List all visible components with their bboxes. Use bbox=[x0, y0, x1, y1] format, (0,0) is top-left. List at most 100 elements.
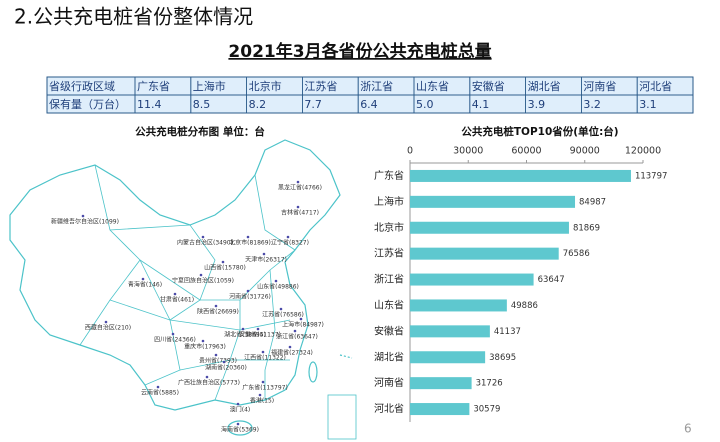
x-tick-label: 30000 bbox=[453, 146, 483, 157]
title: 2021年3月各省份公共充电桩总量 bbox=[228, 41, 491, 62]
map-label: 吉林省(4717) bbox=[281, 209, 319, 217]
map-dot bbox=[236, 422, 240, 426]
map-label: 广西壮族自治区(5773) bbox=[178, 379, 240, 387]
map-label: 重庆市(17963) bbox=[184, 343, 226, 351]
bar bbox=[410, 221, 569, 234]
x-tick-label: 90000 bbox=[570, 146, 600, 157]
y-tick-label: 河北省 bbox=[374, 402, 404, 415]
map-dot bbox=[201, 339, 205, 343]
map-label: 上海市(84987) bbox=[282, 321, 324, 329]
value-label: 38695 bbox=[489, 353, 516, 363]
border bbox=[109, 299, 181, 386]
map-dot bbox=[81, 214, 85, 218]
map-dot bbox=[256, 327, 260, 331]
map-dot bbox=[299, 317, 303, 321]
map-dot bbox=[205, 375, 209, 379]
table-text: 上海市 bbox=[193, 79, 226, 93]
map-dot bbox=[279, 307, 283, 311]
map-dot bbox=[262, 252, 266, 256]
map-dot bbox=[246, 235, 250, 239]
map-label: 山东省(49886) bbox=[257, 283, 299, 291]
map-label: 安徽省(41137) bbox=[239, 331, 281, 339]
map-label: 北京市(81869) bbox=[229, 239, 271, 247]
border bbox=[109, 224, 216, 301]
map-label: 黑龙江省(4766) bbox=[278, 184, 322, 192]
map-dot bbox=[141, 277, 145, 281]
map-outline bbox=[9, 139, 341, 411]
table-cell bbox=[636, 94, 694, 114]
y-tick-label: 广东省 bbox=[374, 169, 404, 182]
table-text: 11.4 bbox=[137, 98, 162, 111]
map-title: 公共充电桩分布图 单位：台 bbox=[135, 125, 265, 138]
map-label: 山西省(15780) bbox=[204, 264, 246, 272]
bar bbox=[410, 403, 470, 416]
table-text: 3.1 bbox=[639, 98, 657, 111]
map-dot bbox=[199, 273, 203, 277]
map-label: 湖南省(20360) bbox=[205, 364, 247, 372]
y-tick-label: 浙江省 bbox=[374, 273, 404, 286]
table-text: 5.0 bbox=[416, 98, 434, 111]
table-text: 安徽省 bbox=[472, 79, 505, 93]
value-label: 113797 bbox=[635, 171, 667, 181]
map-dot bbox=[296, 205, 300, 209]
value-label: 76586 bbox=[563, 249, 590, 259]
map-label: 宁夏回族自治区(1059) bbox=[172, 277, 234, 285]
bar bbox=[410, 273, 534, 286]
border bbox=[214, 300, 241, 401]
map-label: 海南省(5369) bbox=[221, 426, 259, 434]
dash bbox=[339, 354, 353, 359]
taiwan bbox=[308, 361, 318, 383]
y-tick-label: 河南省 bbox=[374, 376, 404, 389]
map-dot bbox=[104, 320, 108, 324]
map-label: 陕西省(26699) bbox=[197, 308, 239, 316]
table-text: 8.5 bbox=[193, 98, 211, 111]
map-dot bbox=[261, 350, 265, 354]
map-dot bbox=[246, 289, 250, 293]
china-map bbox=[9, 139, 357, 440]
map-label: 广东省(113797) bbox=[242, 384, 288, 392]
map-label: 福建省(27324) bbox=[271, 349, 313, 357]
map-label: 江苏省(76586) bbox=[262, 311, 304, 319]
bar bbox=[410, 247, 559, 260]
south-sea-box bbox=[327, 394, 357, 440]
table-text: 江苏省 bbox=[304, 80, 337, 93]
bar bbox=[410, 195, 576, 208]
map-label: 辽宁省(8327) bbox=[271, 239, 309, 247]
y-tick-label: 安徽省 bbox=[374, 324, 404, 337]
bar bbox=[410, 299, 507, 312]
map-dot bbox=[236, 402, 240, 406]
map-dot bbox=[258, 393, 262, 397]
value-label: 41137 bbox=[494, 327, 521, 337]
map-label: 青海省(146) bbox=[128, 281, 162, 289]
heading: 2.公共充电桩省份整体情况 bbox=[14, 5, 253, 29]
table-text: 湖北省 bbox=[528, 80, 561, 93]
page-number: 6 bbox=[684, 422, 692, 436]
map-label: 湖北省(38695) bbox=[224, 331, 266, 339]
map-dot bbox=[296, 180, 300, 184]
bar bbox=[410, 377, 472, 390]
y-tick-label: 北京市 bbox=[374, 221, 404, 234]
border bbox=[264, 269, 276, 400]
table-text: 6.4 bbox=[360, 98, 378, 111]
table-text: 浙江省 bbox=[360, 80, 393, 93]
table-text: 北京市 bbox=[249, 79, 282, 93]
map-label: 江西省(11322) bbox=[244, 354, 286, 362]
map-dot bbox=[214, 304, 218, 308]
map-dot bbox=[222, 360, 226, 364]
map-dot bbox=[293, 329, 297, 333]
bar bbox=[410, 325, 490, 338]
y-tick-label: 上海市 bbox=[374, 195, 404, 208]
table-text: 7.7 bbox=[304, 98, 322, 111]
map-dot bbox=[288, 345, 292, 349]
map-dot bbox=[171, 332, 175, 336]
y-tick-label: 山东省 bbox=[374, 298, 404, 311]
map-label: 澳门(4) bbox=[230, 406, 251, 414]
map-label: 内蒙古自治区(3490) bbox=[177, 239, 233, 247]
map-dot bbox=[286, 235, 290, 239]
table-text: 山东省 bbox=[416, 80, 449, 93]
y-tick-label: 江苏省 bbox=[374, 247, 404, 260]
map-label: 四川省(24366) bbox=[154, 336, 196, 344]
map-label: 新疆维吾尔自治区(1099) bbox=[51, 218, 119, 226]
map-label: 贵州省(7393) bbox=[199, 357, 237, 365]
